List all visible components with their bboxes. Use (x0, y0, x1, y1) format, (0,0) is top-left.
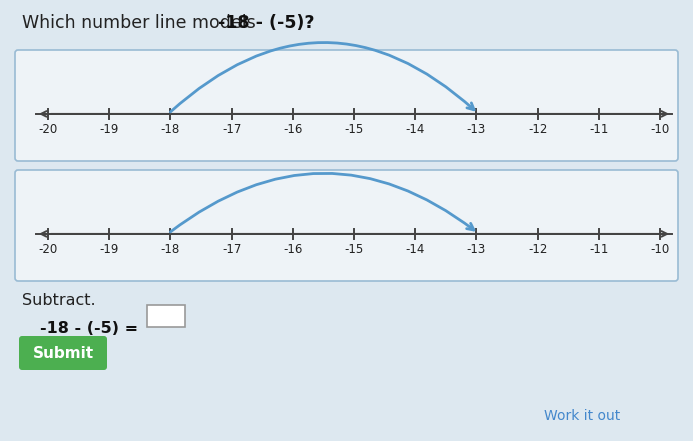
FancyBboxPatch shape (147, 305, 185, 327)
Text: -17: -17 (222, 123, 241, 136)
Text: -13: -13 (467, 243, 486, 256)
Text: -14: -14 (405, 243, 425, 256)
Text: -20: -20 (38, 243, 58, 256)
Text: -16: -16 (283, 243, 302, 256)
Text: -19: -19 (100, 123, 119, 136)
FancyBboxPatch shape (15, 170, 678, 281)
Text: -14: -14 (405, 123, 425, 136)
Text: -10: -10 (650, 123, 669, 136)
Text: -11: -11 (589, 243, 608, 256)
Text: Submit: Submit (33, 345, 94, 360)
Text: -15: -15 (344, 243, 364, 256)
Text: Subtract.: Subtract. (22, 293, 96, 308)
Text: -18: -18 (161, 123, 180, 136)
Text: Work it out: Work it out (544, 409, 620, 423)
Text: -18 - (-5) =: -18 - (-5) = (40, 321, 143, 336)
Text: -18 - (-5)?: -18 - (-5)? (218, 14, 315, 32)
Text: -16: -16 (283, 123, 302, 136)
Text: -11: -11 (589, 123, 608, 136)
Text: -17: -17 (222, 243, 241, 256)
FancyBboxPatch shape (19, 336, 107, 370)
Text: -13: -13 (467, 123, 486, 136)
Text: -19: -19 (100, 243, 119, 256)
Text: -20: -20 (38, 123, 58, 136)
Text: -12: -12 (528, 123, 547, 136)
FancyBboxPatch shape (15, 50, 678, 161)
Text: -10: -10 (650, 243, 669, 256)
Text: -12: -12 (528, 243, 547, 256)
Text: Which number line models: Which number line models (22, 14, 261, 32)
Text: -15: -15 (344, 123, 364, 136)
Text: -18: -18 (161, 243, 180, 256)
